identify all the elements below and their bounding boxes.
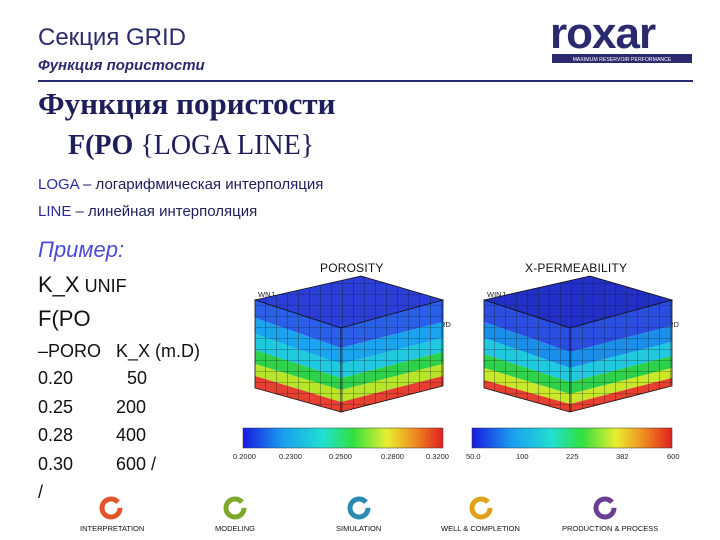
function-syntax: F(PO {LOGA LINE} xyxy=(68,130,314,162)
footer-label: PRODUCTION & PROCESS xyxy=(562,524,659,533)
function-args: {LOGA LINE} xyxy=(140,130,315,161)
footer-label: MODELING xyxy=(215,524,256,533)
modeling-icon xyxy=(223,496,247,520)
footer-label: WELL & COMPLETION xyxy=(441,524,520,533)
colorbar-tick: 0.2800 xyxy=(381,452,404,461)
porosity-colorbar xyxy=(242,427,444,449)
kx-value: 600 / xyxy=(116,454,157,474)
example-label: Пример: xyxy=(38,237,125,262)
kx-value: 200 xyxy=(116,397,147,417)
permeability-colorbar xyxy=(471,427,673,449)
poro-value: 0.20 xyxy=(38,368,74,388)
interpretation-icon xyxy=(99,496,123,520)
logo-tagline: MAXIMUM RESERVOIR PERFORMANCE xyxy=(573,57,672,63)
example-table-header: –PORO K_X (m.D) xyxy=(38,341,201,361)
definition-keyword: LOGA xyxy=(38,176,79,193)
function-name: F(PO xyxy=(68,130,134,161)
permeability-title: X-PERMEABILITY xyxy=(525,261,628,275)
example-kx-line: K_X UNIF xyxy=(38,272,127,298)
colorbar-tick: 225 xyxy=(566,452,579,461)
porosity-grid-block xyxy=(253,275,445,413)
colorbar-tick: 0.3200 xyxy=(426,452,449,461)
colorbar-tick: 0.2500 xyxy=(329,452,352,461)
well-completion-icon xyxy=(469,496,493,520)
colorbar-tick: 50.0 xyxy=(466,452,481,461)
fpo-keyword: F(PO xyxy=(38,306,91,331)
definition-loga: LOGA – логарифмическая интерполяция xyxy=(38,176,323,193)
colorbar-tick: 600 xyxy=(667,452,680,461)
definition-line: LINE – линейная интерполяция xyxy=(38,203,257,220)
roxar-logo: roxar MAXIMUM RESERVOIR PERFORMANCE xyxy=(548,9,696,66)
simulation-icon xyxy=(347,496,371,520)
well-label: WINJ xyxy=(487,290,506,299)
section-title: Секция GRID xyxy=(38,24,186,51)
footer-label: INTERPRETATION xyxy=(80,524,145,533)
example-fpo-line: F(PO xyxy=(38,306,91,332)
colorbar-tick: 382 xyxy=(616,452,629,461)
kx-keyword: K_X xyxy=(38,272,80,297)
example-terminator: / xyxy=(38,482,44,502)
permeability-grid-block xyxy=(482,275,674,413)
kx-rest: UNIF xyxy=(79,276,127,296)
well-label: WNJ xyxy=(258,290,275,299)
poro-value: 0.30 xyxy=(38,454,74,474)
page-title: Функция пористости xyxy=(38,86,336,121)
footer-label: SIMULATION xyxy=(336,524,382,533)
colorbar-tick: 0.2300 xyxy=(279,452,302,461)
poro-value: 0.25 xyxy=(38,397,74,417)
example-row: 0.20 xyxy=(38,368,73,389)
header-divider xyxy=(38,80,693,82)
colorbar-tick: 0.2000 xyxy=(233,452,256,461)
porosity-title: POROSITY xyxy=(320,261,384,275)
production-process-icon xyxy=(593,496,617,520)
definition-text: – логарифмическая интерполяция xyxy=(78,176,324,193)
logo-wordmark: roxar xyxy=(550,10,656,58)
definition-keyword: LINE xyxy=(38,203,72,220)
definition-text: – линейная интерполяция xyxy=(71,203,258,220)
kx-value: 400 xyxy=(116,425,147,445)
section-subtitle: Функция пористости xyxy=(38,57,205,74)
colorbar-tick: 100 xyxy=(516,452,529,461)
poro-value: 0.28 xyxy=(38,425,74,445)
kx-value: 50 xyxy=(127,368,148,388)
